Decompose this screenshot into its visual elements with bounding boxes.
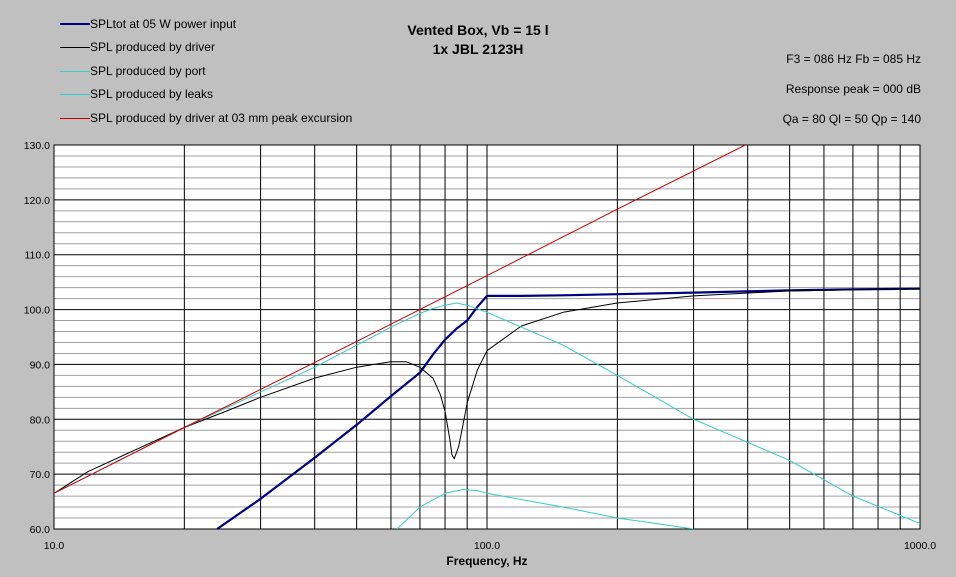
y-tick-label: 90.0 [30,359,51,371]
y-tick-label: 100.0 [24,305,50,317]
x-tick-label: 1000.0 [904,540,936,552]
y-tick-label: 120.0 [24,195,50,207]
x-tick-label: 100.0 [474,540,500,552]
x-tick-label: 10.0 [44,540,65,552]
y-tick-label: 110.0 [25,250,51,262]
y-tick-label: 70.0 [30,469,51,481]
y-tick-label: 130.0 [24,140,50,152]
y-tick-label: 60.0 [30,524,51,536]
y-tick-label: 80.0 [30,414,51,426]
x-axis-label: Frequency, Hz [446,554,527,568]
